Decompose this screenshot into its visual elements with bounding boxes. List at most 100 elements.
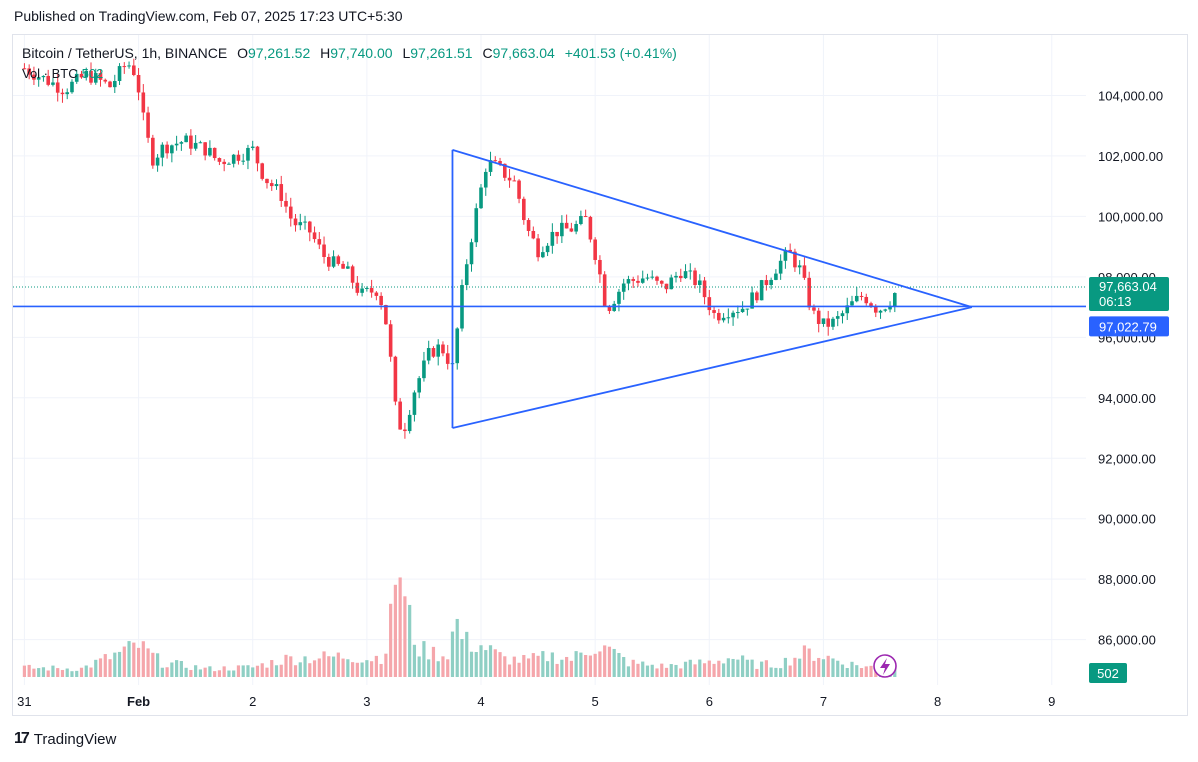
volume-bar: [712, 663, 716, 677]
candle-body: [84, 70, 89, 78]
candle-body: [212, 147, 217, 159]
volume-bar: [764, 660, 768, 677]
candle-body: [469, 242, 474, 265]
candle-body: [636, 280, 640, 283]
candle-body: [384, 305, 388, 325]
volume-bar: [565, 656, 569, 677]
volume-bar: [603, 645, 607, 677]
volume-bar: [531, 653, 535, 677]
volume-bar: [536, 655, 540, 677]
symbol-title[interactable]: Bitcoin / TetherUS, 1h, BINANCE: [22, 45, 228, 61]
candle-body: [303, 221, 307, 223]
tradingview-logo-icon: 17: [14, 730, 30, 747]
y-tick-label: 102,000.00: [1098, 149, 1163, 164]
candle-body: [816, 310, 821, 324]
volume-bar: [308, 663, 312, 677]
candle-body: [602, 274, 607, 307]
x-tick-label: 2: [249, 694, 256, 709]
volume-bar: [474, 652, 478, 677]
volume-bar: [379, 663, 383, 677]
candle-body: [217, 158, 222, 162]
candle-body: [203, 142, 207, 156]
candle-body: [507, 177, 512, 181]
volume-bar: [75, 670, 79, 677]
footer-brand-name: TradingView: [33, 730, 117, 748]
candle-body: [807, 277, 811, 308]
volume-badge: [1089, 663, 1127, 683]
candle-body: [117, 66, 122, 82]
candle-body: [298, 222, 303, 226]
candle-body: [174, 143, 179, 146]
candle-body: [583, 216, 588, 218]
published-caption: Published on TradingView.com, Feb 07, 20…: [14, 8, 403, 24]
candle-body: [369, 287, 374, 293]
volume-bar: [812, 660, 816, 677]
open-value: 97,261.52: [247, 45, 311, 61]
volume-bar: [783, 657, 788, 677]
volume-bar: [550, 652, 554, 677]
high-value: 97,740.00: [330, 45, 393, 61]
candle-body: [288, 206, 293, 219]
volume-bar: [127, 641, 131, 677]
candle-body: [645, 277, 650, 279]
volume-bar: [327, 656, 331, 677]
volume-bar: [569, 660, 573, 677]
volume-bar: [412, 644, 417, 677]
candle-body: [231, 154, 236, 164]
volume-bar: [446, 659, 450, 677]
volume-bar: [660, 663, 664, 677]
volume-bar: [255, 665, 260, 677]
volume-bar: [683, 661, 688, 677]
x-tick-label: 4: [477, 694, 484, 709]
candle-body: [621, 283, 626, 292]
candle-body: [536, 238, 540, 258]
candle-body: [854, 295, 859, 302]
candle-body: [141, 92, 146, 113]
candle-body: [307, 221, 312, 233]
volume-bar: [779, 668, 783, 677]
candle-body: [279, 184, 284, 201]
volume-bar: [793, 657, 797, 677]
volume-bar: [322, 651, 326, 677]
candle-body: [745, 308, 750, 310]
close-value: 97,663.04: [492, 45, 555, 61]
candle-body: [859, 295, 864, 297]
candle-body: [455, 328, 460, 364]
candle-body: [46, 75, 50, 85]
volume-bar: [574, 651, 578, 677]
volume-bar: [151, 652, 155, 677]
candle-body: [502, 163, 507, 178]
volume-bar: [707, 660, 711, 677]
candle-body: [336, 256, 341, 264]
low-value: 97,261.51: [410, 45, 473, 61]
x-tick-label: Feb: [127, 694, 150, 709]
candle-body: [32, 74, 36, 80]
volume-bar: [236, 665, 241, 677]
volume-bar: [450, 631, 455, 677]
volume-bar: [46, 670, 50, 677]
candle-body: [688, 270, 693, 272]
volume-bar: [741, 655, 745, 677]
volume-bar: [617, 653, 621, 677]
close-label: C: [482, 45, 493, 61]
volume-bar: [545, 661, 550, 677]
candle-body: [669, 277, 674, 290]
volume-bar: [51, 665, 55, 677]
candle-body: [702, 280, 707, 298]
volume-bar: [460, 639, 464, 677]
candle-body: [360, 288, 364, 293]
y-tick-label: 104,000.00: [1098, 88, 1163, 103]
volume-bar: [175, 660, 179, 677]
candle-body: [631, 279, 636, 281]
volume-bar: [760, 661, 764, 677]
candle-body: [464, 264, 469, 285]
volume-bar: [222, 666, 226, 677]
volume-bar: [664, 667, 669, 677]
candle-body: [664, 283, 669, 290]
candle-body: [873, 306, 878, 313]
volume-bar: [203, 667, 207, 677]
ohlc-legend: Bitcoin / TetherUS, 1h, BINANCE O97,261.…: [22, 45, 677, 61]
y-tick-label: 90,000.00: [1098, 512, 1156, 527]
volume-bar: [312, 660, 317, 677]
